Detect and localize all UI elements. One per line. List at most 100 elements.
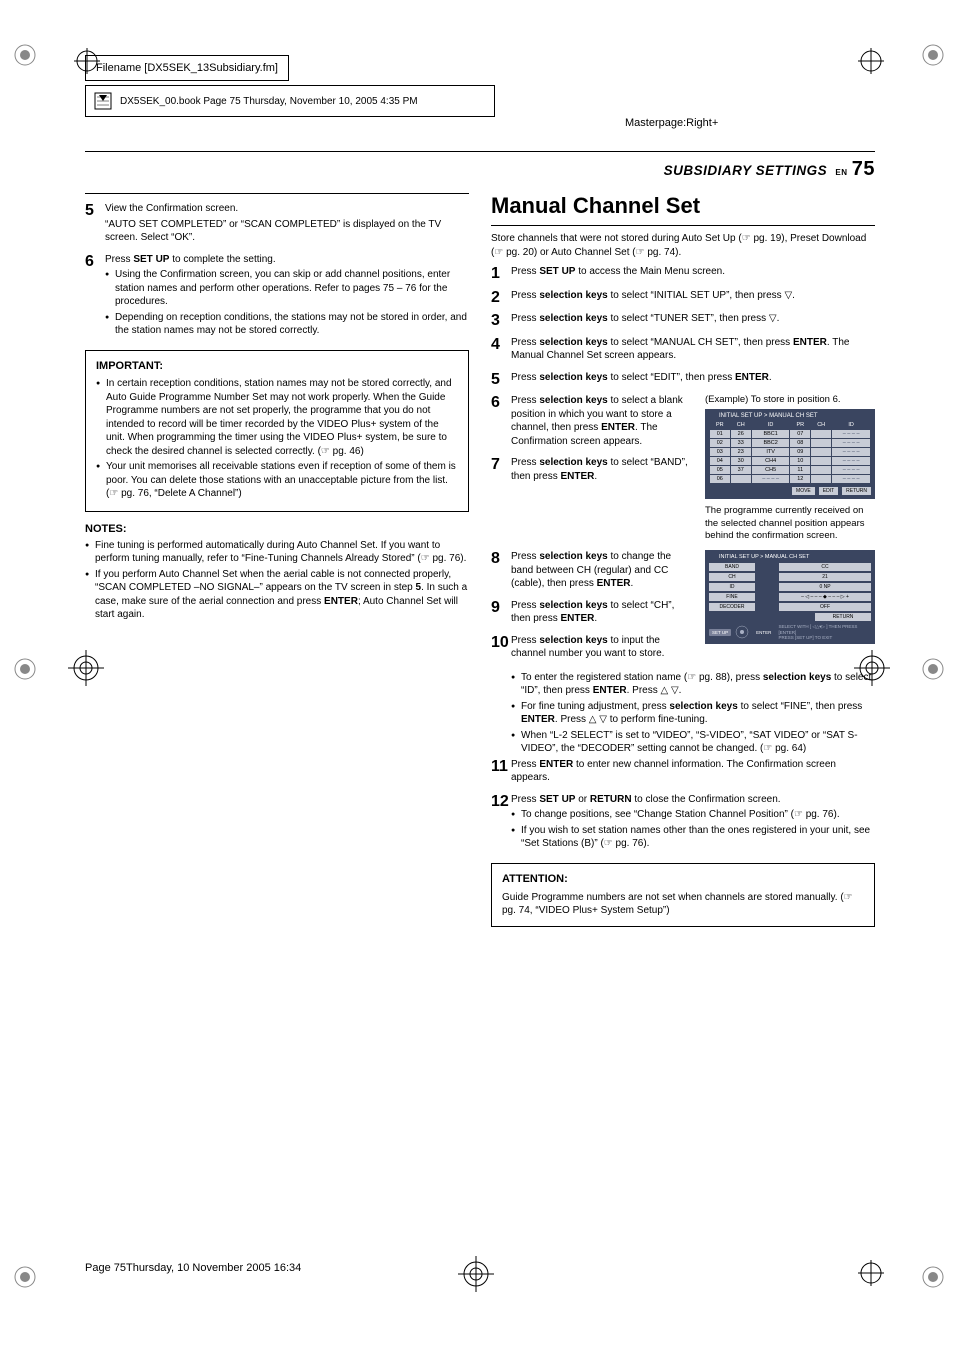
important-box: IMPORTANT: In certain reception conditio… [85,350,469,512]
step-number: 6 [491,394,511,450]
setup-hint: SET UP [709,629,731,636]
header-page-number: 75 [852,158,875,180]
edit-value: OFF [779,603,871,611]
edit-label: ID [709,583,755,591]
table-cell: CH5 [751,466,790,475]
bullet-item: To change positions, see “Change Station… [511,808,875,822]
footer-text: Page 75Thursday, 10 November 2005 16:34 [85,1262,301,1274]
table-row: 0323ITV09– – – – [710,448,871,457]
step-text: View the Confirmation screen. [105,202,469,216]
step-text: Press selection keys to select “TUNER SE… [511,312,875,326]
table-cell: 03 [710,448,731,457]
header-rule [85,151,875,152]
attention-box: ATTENTION: Guide Programme numbers are n… [491,863,875,927]
screenshot-caption: The programme currently received on the … [705,505,875,542]
step-10r: 10 Press selection keys to input the cha… [491,634,695,663]
edit-value: – ◁ – – – ◆ – – – ▷ + [779,593,871,601]
bullet-item: Your unit memorises all receivable stati… [96,460,458,501]
bullet-item: Fine tuning is performed automatically d… [85,539,469,566]
block-divider [85,193,469,194]
section-intro: Store channels that were not stored duri… [491,232,875,259]
right-column: Manual Channel Set Store channels that w… [491,193,875,927]
channel-table: PRCHIDPRCHID 0126BBC107– – – –0233BBC208… [709,421,871,484]
screenshot-title: INITIAL SET UP > MANUAL CH SET [709,554,871,560]
edit-label: CH [709,573,755,581]
step-6: 6 Press SET UP to complete the setting. … [85,253,469,340]
step-number: 12 [491,793,511,853]
notes-section: NOTES: Fine tuning is performed automati… [85,522,469,622]
table-cell: CH4 [751,457,790,466]
book-info-box: DX5SEK_00.book Page 75 Thursday, Novembe… [85,85,495,117]
edit-row: CH 21 [709,573,871,581]
step-12r: 12 Press SET UP or RETURN to close the C… [491,793,875,853]
step-text: “AUTO SET COMPLETED” or “SCAN COMPLETED”… [105,218,469,245]
edit-value: 21 [779,573,871,581]
step-number: 3 [491,312,511,330]
crop-target-bottom-center [458,1256,494,1292]
table-cell [811,430,832,439]
table-cell: 33 [730,439,751,448]
table-cell [811,466,832,475]
table-cell: – – – – [832,457,871,466]
table-cell: – – – – [832,475,871,484]
step-5r: 5 Press selection keys to select “EDIT”,… [491,371,875,389]
table-header: CH [811,421,832,430]
step-number: 11 [491,758,511,787]
table-cell [811,439,832,448]
table-row: 0126BBC107– – – – [710,430,871,439]
step-text: Press selection keys to select a blank p… [511,394,695,448]
left-column: 5 View the Confirmation screen. “AUTO SE… [85,193,469,927]
filename-box: Filename [DX5SEK_13Subsidiary.fm] [85,55,289,81]
table-row: 0430CH410– – – – [710,457,871,466]
table-header: ID [751,421,790,430]
table-cell [811,475,832,484]
edit-label: FINE [709,593,755,601]
return-button-label: RETURN [815,613,871,621]
table-cell: 07 [790,430,811,439]
screenshot-channel-table: INITIAL SET UP > MANUAL CH SET PRCHIDPRC… [705,409,875,499]
edit-label: DECODER [709,603,755,611]
edit-value: CC [779,563,871,571]
step-text: Press selection keys to select “MANUAL C… [511,336,875,363]
table-cell: 37 [730,466,751,475]
step-8r: 8 Press selection keys to change the ban… [491,550,695,593]
table-row: 0537CH511– – – – [710,466,871,475]
registration-mark-mid-left [10,654,40,684]
step-number: 7 [491,456,511,485]
registration-mark-top-left [10,40,40,70]
step-1: 1 Press SET UP to access the Main Menu s… [491,265,875,283]
dpad-icon [735,625,749,639]
step-7r: 7 Press selection keys to select “BAND”,… [491,456,695,485]
table-cell: BBC1 [751,430,790,439]
step-5: 5 View the Confirmation screen. “AUTO SE… [85,202,469,247]
masterpage-label: Masterpage:Right+ [625,117,718,129]
edit-row: BAND CC [709,563,871,571]
bullet-item: In certain reception conditions, station… [96,377,458,458]
table-cell: – – – – [751,475,790,484]
step-number: 10 [491,634,511,663]
edit-label: BAND [709,563,755,571]
table-cell: – – – – [832,466,871,475]
table-cell: 23 [730,448,751,457]
table-cell: 10 [790,457,811,466]
table-cell: 01 [710,430,731,439]
step-number: 4 [491,336,511,365]
step-number: 6 [85,253,105,340]
step-text: Press SET UP to complete the setting. [105,253,469,267]
screenshot-button: RETURN [842,487,871,495]
bullet-item: If you perform Auto Channel Set when the… [85,568,469,622]
bullet-item: Depending on reception conditions, the s… [105,311,469,338]
table-cell: ITV [751,448,790,457]
attention-title: ATTENTION: [502,872,864,887]
bullet-item: If you wish to set station names other t… [511,824,875,851]
section-divider [491,225,875,226]
page-header: SUBSIDIARY SETTINGS EN 75 [85,158,875,181]
edit-row: FINE – ◁ – – – ◆ – – – ▷ + [709,593,871,601]
table-cell: 04 [710,457,731,466]
table-cell [811,448,832,457]
screenshot-button: MOVE [792,487,815,495]
step-text: Press selection keys to select “EDIT”, t… [511,371,875,385]
registration-mark-mid-right [918,654,948,684]
edit-row: ID0 NP [709,583,871,591]
step-text: Press SET UP to access the Main Menu scr… [511,265,875,279]
